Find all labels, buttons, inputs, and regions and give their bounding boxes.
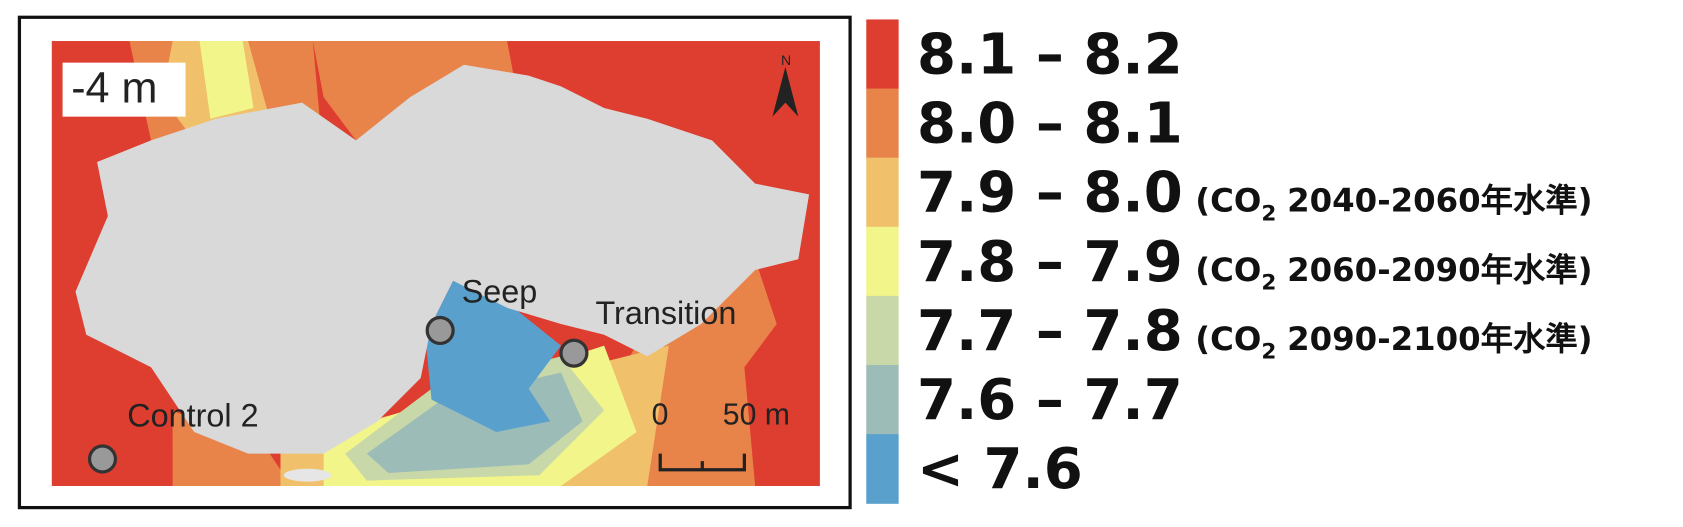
- note-text: (CO: [1195, 182, 1261, 220]
- site-marker: [559, 338, 589, 368]
- note-subscript: 2: [1261, 201, 1276, 226]
- legend-swatch: [866, 157, 899, 228]
- legend-label: < 7.6: [917, 437, 1083, 502]
- legend-swatch: [866, 88, 899, 159]
- legend-note: (CO2 2040-2060年水準): [1195, 182, 1592, 227]
- note-subscript: 2: [1261, 270, 1276, 295]
- scale-end: 50 m: [723, 398, 790, 431]
- legend-label: 8.1 – 8.2: [917, 22, 1183, 87]
- note-text: 2040-2060年水準): [1287, 182, 1592, 220]
- legend-label: 7.7 – 7.8: [917, 299, 1183, 364]
- site-marker: [87, 444, 118, 474]
- site-marker: [425, 315, 455, 346]
- site-label: Seep: [462, 273, 538, 309]
- legend-swatch: [866, 295, 899, 366]
- legend-label: 8.0 – 8.1: [917, 92, 1183, 157]
- legend-swatch: [866, 365, 899, 435]
- legend-label: 7.8 – 7.9: [917, 230, 1183, 295]
- legend-swatch: [866, 434, 899, 504]
- note-text: 2060-2090年水準): [1287, 251, 1592, 289]
- scale-start: 0: [652, 398, 669, 431]
- note-text: (CO: [1195, 251, 1261, 289]
- legend-note: (CO2 2090-2100年水準): [1195, 320, 1592, 365]
- site-label: Transition: [595, 295, 736, 331]
- legend-swatch: [866, 19, 899, 90]
- note-text: 2090-2100年水準): [1287, 320, 1592, 358]
- north-label: N: [781, 52, 791, 68]
- depth-label: -4 m: [71, 65, 157, 113]
- note-subscript: 2: [1261, 340, 1276, 365]
- map: [51, 41, 820, 487]
- site-label: Control 2: [127, 398, 258, 434]
- note-text: (CO: [1195, 320, 1261, 358]
- legend-swatch: [866, 226, 899, 297]
- legend-label: 7.6 – 7.7: [917, 368, 1183, 433]
- legend-note: (CO2 2060-2090年水準): [1195, 251, 1592, 296]
- legend-label: 7.9 – 8.0: [917, 161, 1183, 226]
